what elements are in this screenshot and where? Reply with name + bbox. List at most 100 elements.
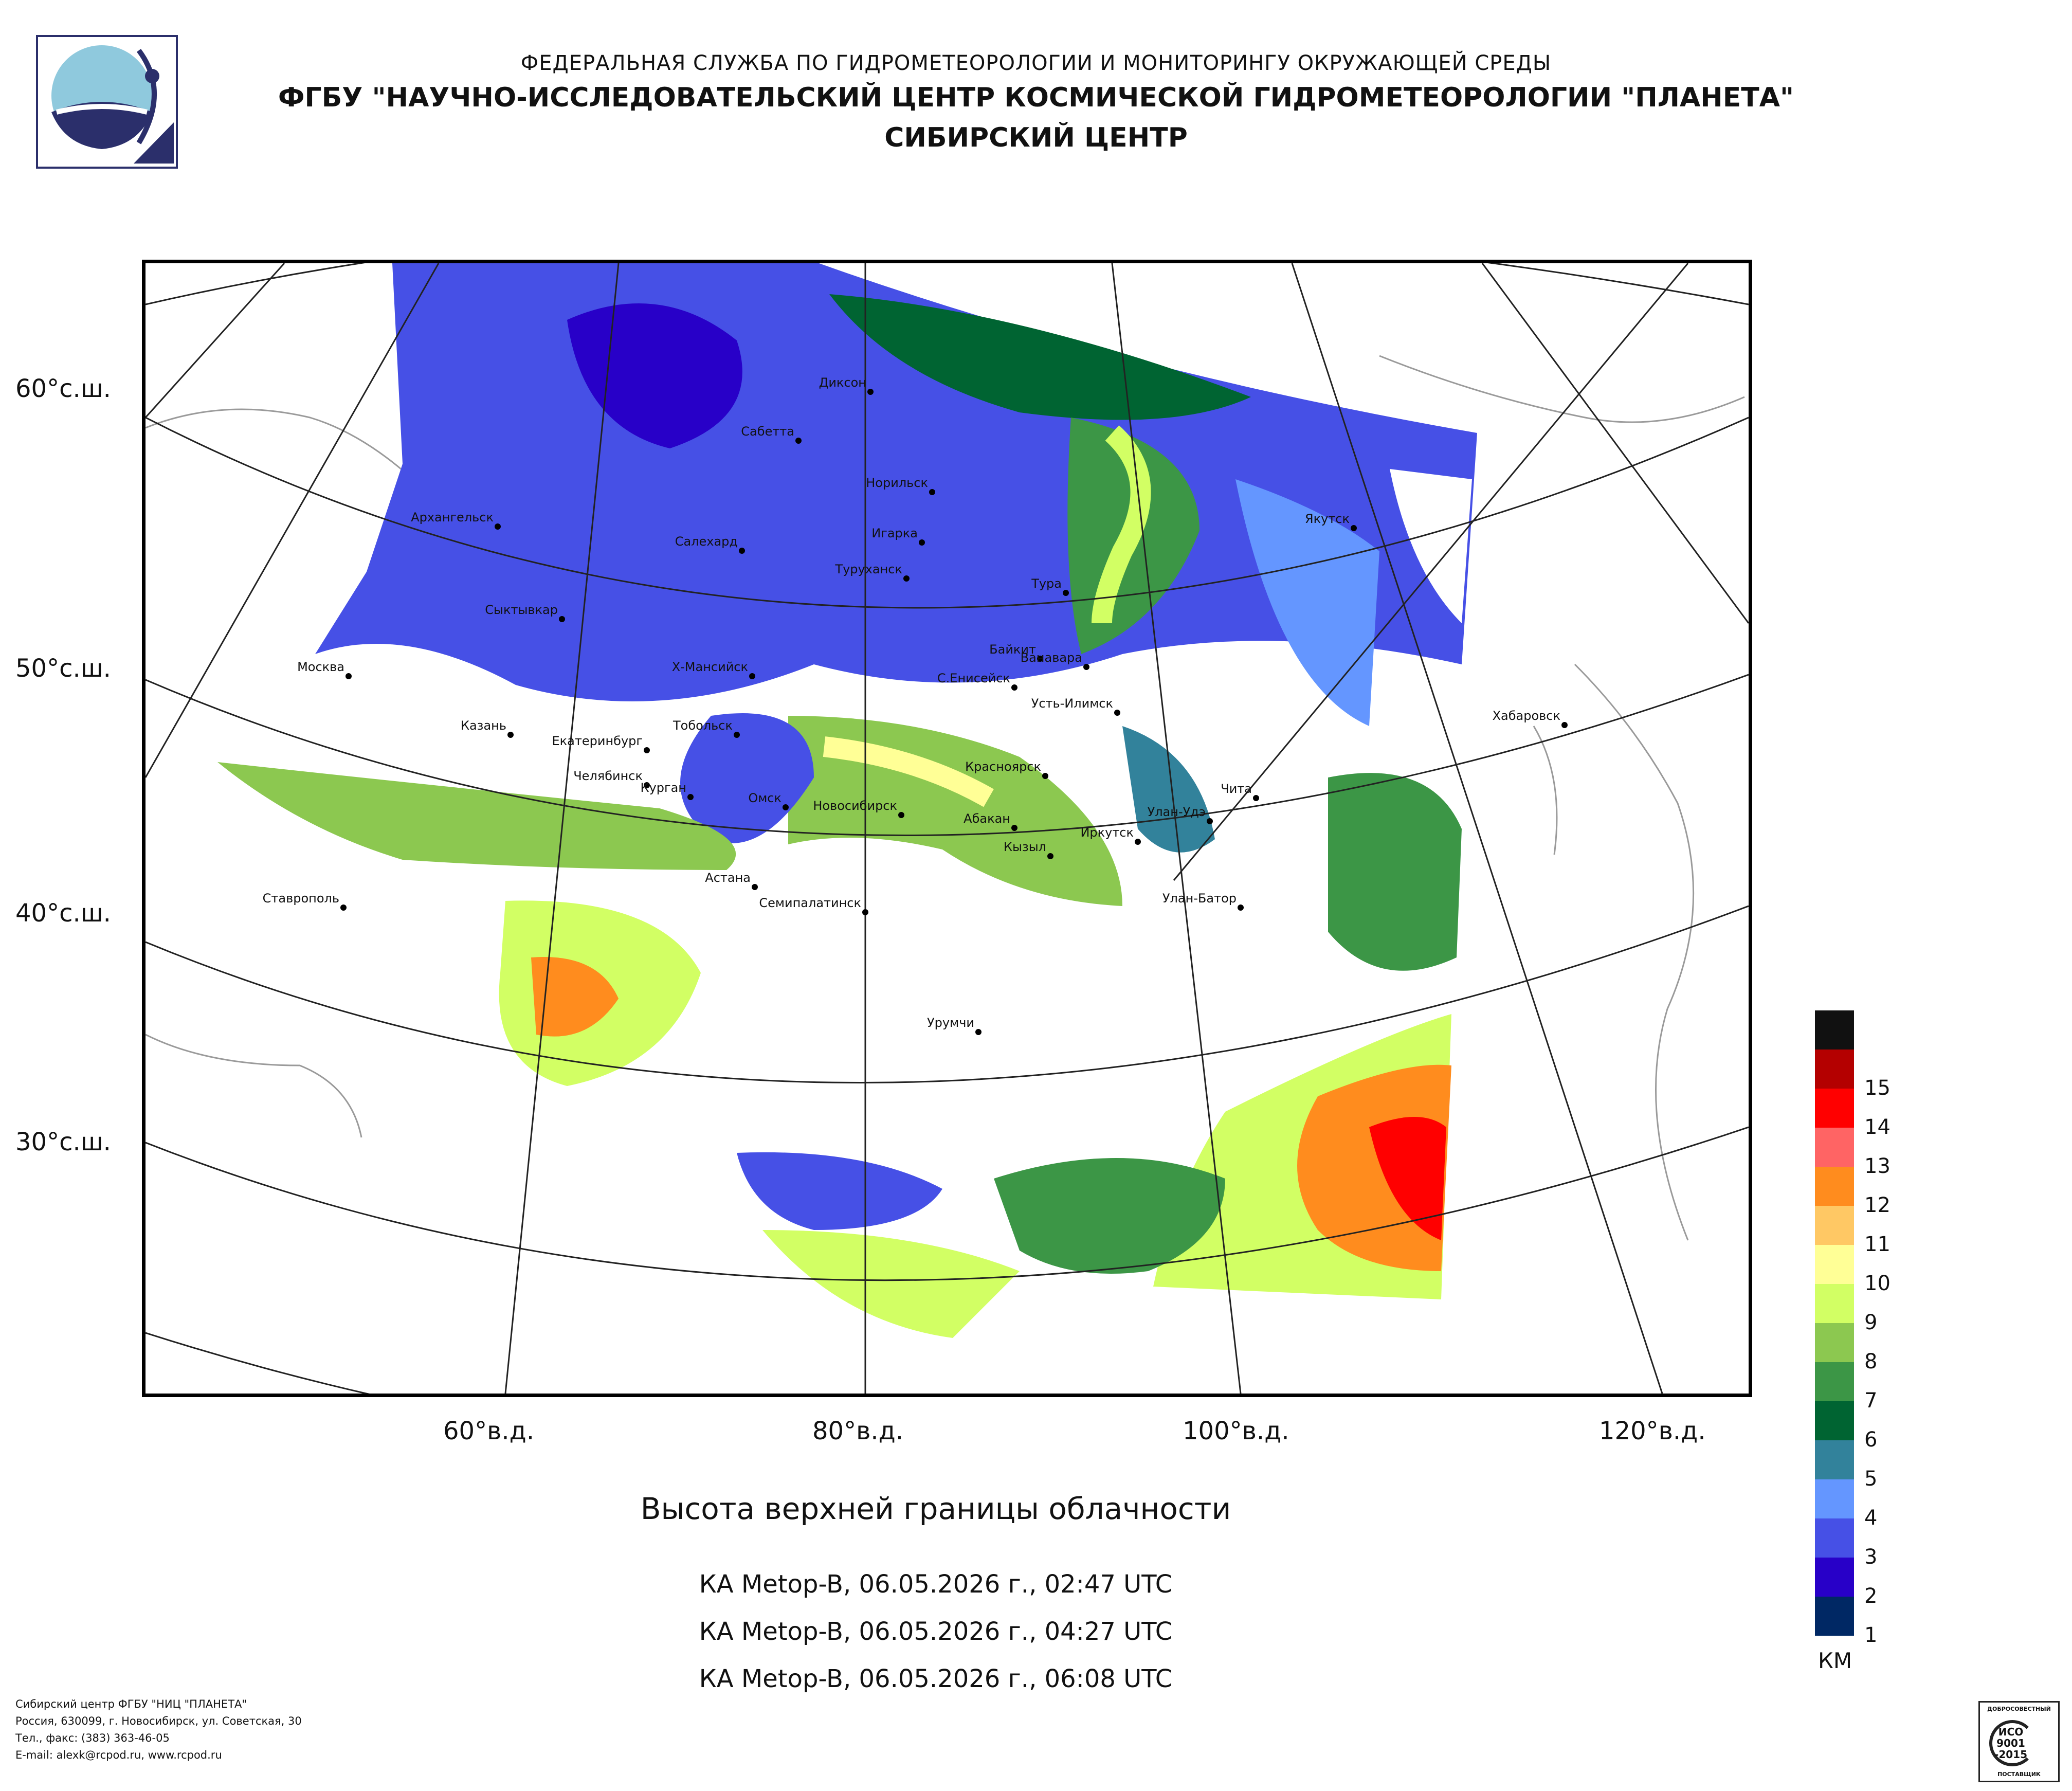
city-marker: Казань (461, 718, 514, 738)
city-label: Улан-Батор (1162, 891, 1237, 906)
legend-label: 12 (1864, 1193, 1891, 1217)
city-marker: Улан-Удэ (1148, 805, 1213, 824)
legend-swatch (1815, 1245, 1854, 1284)
city-marker: Омск (748, 791, 789, 810)
city-marker: Иркутск (1080, 825, 1141, 845)
city-dot-icon (507, 732, 514, 738)
legend-swatch (1815, 1323, 1854, 1362)
cloud-top-map: Диксон Сабетта Норильск Архангельск Салехард… (142, 260, 1752, 1397)
city-label: Ванавара (1021, 650, 1082, 665)
city-label: Норильск (866, 476, 928, 490)
city-label: Улан-Удэ (1148, 805, 1206, 819)
city-marker: Игарка (871, 526, 925, 546)
city-marker: Усть-Илимск (1031, 696, 1120, 716)
city-marker: Якутск (1305, 512, 1357, 531)
pass-info-2: КА Metop-B, 06.05.2026 г., 04:27 UTC (699, 1617, 1173, 1646)
legend-label: 15 (1864, 1076, 1891, 1100)
city-marker: Норильск (866, 476, 935, 495)
city-marker: Семипалатинск (759, 896, 868, 915)
city-label: Хабаровск (1493, 709, 1560, 723)
city-marker: Сабетта (741, 424, 802, 444)
city-label: Якутск (1305, 512, 1350, 526)
city-marker: Ставрополь (263, 891, 347, 911)
lon-label-120: 120°в.д. (1599, 1417, 1706, 1445)
city-dot-icon (1114, 710, 1120, 716)
city-marker: Сыктывкар (485, 603, 565, 622)
city-dot-icon (1063, 590, 1069, 596)
city-label: Туруханск (834, 562, 902, 576)
city-marker: Красноярск (965, 759, 1048, 779)
city-dot-icon (687, 794, 694, 800)
city-markers: Диксон Сабетта Норильск Архангельск Салехард… (263, 375, 1568, 1035)
city-dot-icon (1351, 525, 1357, 531)
legend-swatch (1815, 1558, 1854, 1597)
legend-label: 6 (1864, 1428, 1878, 1452)
city-label: Казань (461, 718, 506, 733)
lon-label-100: 100°в.д. (1183, 1417, 1289, 1445)
legend-swatch (1815, 1362, 1854, 1401)
city-label: Кызыл (1004, 840, 1046, 854)
legend-swatch (1815, 1440, 1854, 1479)
city-marker: Салехард (675, 534, 745, 554)
city-label: Игарка (871, 526, 918, 540)
city-label: Сыктывкар (485, 603, 558, 617)
city-marker: Диксон (819, 375, 874, 395)
city-dot-icon (559, 616, 565, 622)
city-label: Семипалатинск (759, 896, 861, 910)
city-label: Челябинск (573, 769, 643, 783)
city-marker: Урумчи (927, 1016, 982, 1035)
city-dot-icon (1207, 818, 1213, 824)
city-label: Екатеринбург (552, 734, 643, 748)
legend-swatch (1815, 1401, 1854, 1440)
city-label: Урумчи (927, 1016, 974, 1030)
cert-top: ДОБРОСОВЕСТНЫЙ (1987, 1706, 2051, 1712)
city-marker: Астана (705, 871, 758, 890)
city-marker: Ванавара (1021, 650, 1089, 670)
city-dot-icon (644, 747, 650, 753)
city-dot-icon (1561, 722, 1568, 728)
map-canvas: Диксон Сабетта Норильск Архангельск Салехард… (146, 263, 1749, 1394)
city-dot-icon (752, 884, 758, 890)
legend-swatch (1815, 1479, 1854, 1518)
legend-label: 14 (1864, 1115, 1891, 1139)
legend-swatch (1815, 1597, 1854, 1636)
legend-label: 9 (1864, 1311, 1878, 1334)
city-dot-icon (1135, 839, 1141, 845)
lat-label-30: 30°с.ш. (15, 1128, 111, 1156)
legend-label: 13 (1864, 1154, 1891, 1178)
city-label: Х-Мансийск (672, 660, 748, 674)
cert-9001: 9001 (1996, 1737, 2025, 1749)
city-label: Иркутск (1080, 825, 1134, 840)
header-center: СИБИРСКИЙ ЦЕНТР (884, 122, 1188, 153)
legend-label: 4 (1864, 1506, 1878, 1530)
city-marker: Архангельск (411, 510, 501, 530)
legend-label: 8 (1864, 1350, 1878, 1373)
city-marker: Тура (1031, 576, 1069, 596)
city-dot-icon (340, 904, 347, 911)
legend-swatch (1815, 1128, 1854, 1167)
cert-ring-icon (1989, 1720, 2035, 1766)
city-dot-icon (1011, 825, 1017, 831)
footer-line-1: Сибирский центр ФГБУ "НИЦ "ПЛАНЕТА" (15, 1698, 247, 1710)
header-agency: ФЕДЕРАЛЬНАЯ СЛУЖБА ПО ГИДРОМЕТЕОРОЛОГИИ … (520, 51, 1552, 75)
graticule (146, 263, 1749, 1394)
city-dot-icon (1238, 904, 1244, 911)
legend-label: 2 (1864, 1584, 1878, 1608)
city-marker: Курган (641, 781, 694, 800)
city-label: Красноярск (965, 759, 1041, 774)
legend-swatch (1815, 1010, 1854, 1050)
footer-line-3: Тел., факс: (383) 363-46-05 (15, 1732, 170, 1744)
city-label: Новосибирск (813, 799, 897, 813)
legend-unit: КМ (1818, 1648, 1852, 1673)
legend-label: 5 (1864, 1467, 1878, 1491)
city-marker: Х-Мансийск (672, 660, 755, 679)
city-marker: Москва (297, 660, 352, 679)
legend-label: 3 (1864, 1545, 1878, 1569)
city-label: Тура (1031, 576, 1062, 591)
legend-label: 7 (1864, 1389, 1878, 1413)
city-label: Ставрополь (263, 891, 339, 906)
city-dot-icon (898, 812, 904, 818)
city-label: Салехард (675, 534, 738, 549)
city-label: Архангельск (411, 510, 494, 524)
city-dot-icon (929, 489, 935, 495)
